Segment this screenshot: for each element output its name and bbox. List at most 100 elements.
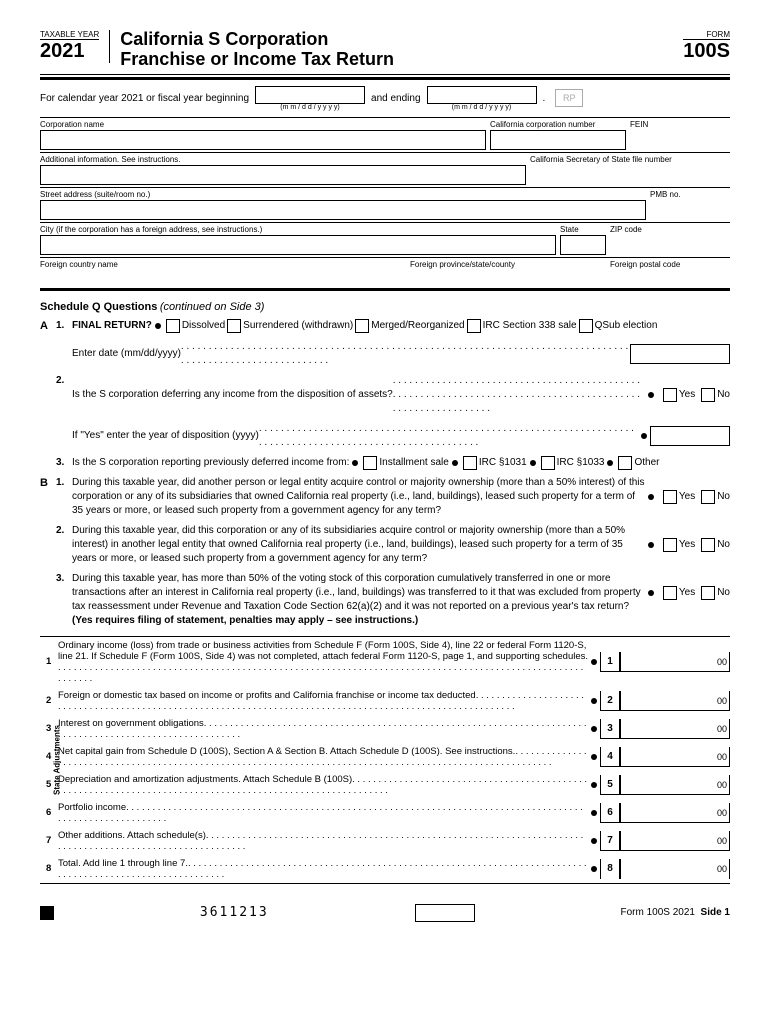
q-b2-text: During this taxable year, did this corpo… — [72, 524, 645, 566]
adjustment-row-3: 3Interest on government obligations300 — [40, 715, 730, 743]
adj-text: Total. Add line 1 through line 7. — [58, 858, 588, 880]
foreign-country-input[interactable] — [40, 270, 406, 286]
rp-indicator: RP — [555, 89, 583, 107]
zip-label: ZIP code — [610, 225, 726, 234]
zip-input[interactable] — [610, 235, 726, 255]
b1-yes-checkbox[interactable] — [663, 490, 677, 504]
schedule-q-heading: Schedule Q Questions (continued on Side … — [40, 301, 730, 313]
form-number: 100S — [683, 40, 730, 63]
state-adjustments-section: State Adjustments 1Ordinary income (loss… — [40, 636, 730, 884]
b3-note: (Yes requires filing of statement, penal… — [72, 614, 730, 628]
q-b3-text: During this taxable year, has more than … — [72, 572, 645, 614]
adj-amount-input[interactable]: 00 — [620, 719, 730, 739]
irc1031-checkbox[interactable] — [463, 456, 477, 470]
q-a1-num: 1. — [56, 319, 72, 333]
footer-box — [415, 904, 475, 922]
footer-square-left-icon — [40, 906, 54, 920]
adj-amount-input[interactable]: 00 — [620, 859, 730, 879]
adjustment-row-1: 1Ordinary income (loss) from trade or bu… — [40, 637, 730, 687]
pmb-label: PMB no. — [650, 190, 726, 199]
ca-corp-num-input[interactable] — [490, 130, 626, 150]
city-input[interactable] — [40, 235, 556, 255]
foreign-country-label: Foreign country name — [40, 260, 406, 269]
form-reference: Form 100S 2021 Side 1 — [620, 907, 730, 918]
adjustment-row-7: 7Other additions. Attach schedule(s)700 — [40, 827, 730, 855]
taxable-year-label: TAXABLE YEAR — [40, 30, 99, 40]
irc338-checkbox[interactable] — [467, 319, 481, 333]
section-a-label: A — [40, 319, 56, 334]
barcode-number: 3611213 — [200, 905, 269, 920]
street-input[interactable] — [40, 200, 646, 220]
foreign-postal-input[interactable] — [610, 270, 726, 286]
pmb-input[interactable] — [650, 200, 726, 220]
q-b1-num: 1. — [56, 476, 72, 490]
street-label: Street address (suite/room no.) — [40, 190, 646, 199]
adj-line-box: 2 — [600, 691, 620, 711]
form-label: FORM — [683, 30, 730, 40]
adj-text: Net capital gain from Schedule D (100S),… — [58, 746, 588, 768]
a2-no-checkbox[interactable] — [701, 388, 715, 402]
adj-num: 1 — [40, 656, 58, 667]
enter-date-label: Enter date (mm/dd/yyyy) — [72, 347, 181, 361]
fein-input[interactable] — [630, 130, 726, 150]
adj-text: Foreign or domestic tax based on income … — [58, 690, 588, 712]
irc1033-checkbox[interactable] — [541, 456, 555, 470]
disposition-year-input[interactable] — [650, 426, 730, 446]
a2-yes-checkbox[interactable] — [663, 388, 677, 402]
adj-line-box: 7 — [600, 831, 620, 851]
foreign-province-input[interactable] — [410, 270, 606, 286]
adj-amount-input[interactable]: 00 — [620, 803, 730, 823]
q-a1-final-return: FINAL RETURN? Dissolved Surrendered (wit… — [72, 319, 730, 333]
adj-text: Other additions. Attach schedule(s) — [58, 830, 588, 852]
b1-no-checkbox[interactable] — [701, 490, 715, 504]
q-a3-num: 3. — [56, 456, 72, 470]
installment-checkbox[interactable] — [363, 456, 377, 470]
tax-year: 2021 — [40, 40, 99, 63]
adj-num: 7 — [40, 835, 58, 846]
adj-line-box: 5 — [600, 775, 620, 795]
dissolved-checkbox[interactable] — [166, 319, 180, 333]
b2-no-checkbox[interactable] — [701, 538, 715, 552]
adj-line-box: 8 — [600, 859, 620, 879]
sos-file-num-input[interactable] — [530, 165, 726, 185]
adj-text: Portfolio income — [58, 802, 588, 824]
corp-name-input[interactable] — [40, 130, 486, 150]
adj-amount-input[interactable]: 00 — [620, 831, 730, 851]
b3-yes-checkbox[interactable] — [663, 586, 677, 600]
adj-num: 6 — [40, 807, 58, 818]
fiscal-year-begin-input[interactable] — [255, 86, 365, 104]
qsub-checkbox[interactable] — [579, 319, 593, 333]
final-return-date-input[interactable] — [630, 344, 730, 364]
state-adjustments-label: State Adjustments — [52, 725, 61, 795]
adj-amount-input[interactable]: 00 — [620, 747, 730, 767]
q-b2-num: 2. — [56, 524, 72, 538]
adj-line-box: 1 — [600, 652, 620, 672]
q-a2-text: Is the S corporation deferring any incom… — [72, 388, 393, 402]
and-ending-label: and ending — [371, 93, 421, 104]
adj-amount-input[interactable]: 00 — [620, 775, 730, 795]
adjustment-row-8: 8Total. Add line 1 through line 7.800 — [40, 855, 730, 883]
other-checkbox[interactable] — [618, 456, 632, 470]
adj-num: 8 — [40, 863, 58, 874]
state-input[interactable] — [560, 235, 606, 255]
adj-line-box: 3 — [600, 719, 620, 739]
merged-checkbox[interactable] — [355, 319, 369, 333]
adj-line-box: 6 — [600, 803, 620, 823]
b3-no-checkbox[interactable] — [701, 586, 715, 600]
sos-file-num-label: California Secretary of State file numbe… — [530, 155, 726, 164]
adj-amount-input[interactable]: 00 — [620, 652, 730, 672]
page-footer: 3611213 Form 100S 2021 Side 1 — [40, 904, 730, 922]
additional-info-input[interactable] — [40, 165, 526, 185]
fiscal-year-end-input[interactable] — [427, 86, 537, 104]
form-header: TAXABLE YEAR 2021 California S Corporati… — [40, 30, 730, 75]
surrendered-checkbox[interactable] — [227, 319, 241, 333]
adj-num: 2 — [40, 695, 58, 706]
fiscal-year-row: For calendar year 2021 or fiscal year be… — [40, 80, 730, 117]
adjustment-row-2: 2Foreign or domestic tax based on income… — [40, 687, 730, 715]
adj-amount-input[interactable]: 00 — [620, 691, 730, 711]
adj-text: Interest on government obligations — [58, 718, 588, 740]
b2-yes-checkbox[interactable] — [663, 538, 677, 552]
adjustment-row-4: 4Net capital gain from Schedule D (100S)… — [40, 743, 730, 771]
q-a2-num: 2. — [56, 374, 72, 388]
foreign-province-label: Foreign province/state/county — [410, 260, 606, 269]
